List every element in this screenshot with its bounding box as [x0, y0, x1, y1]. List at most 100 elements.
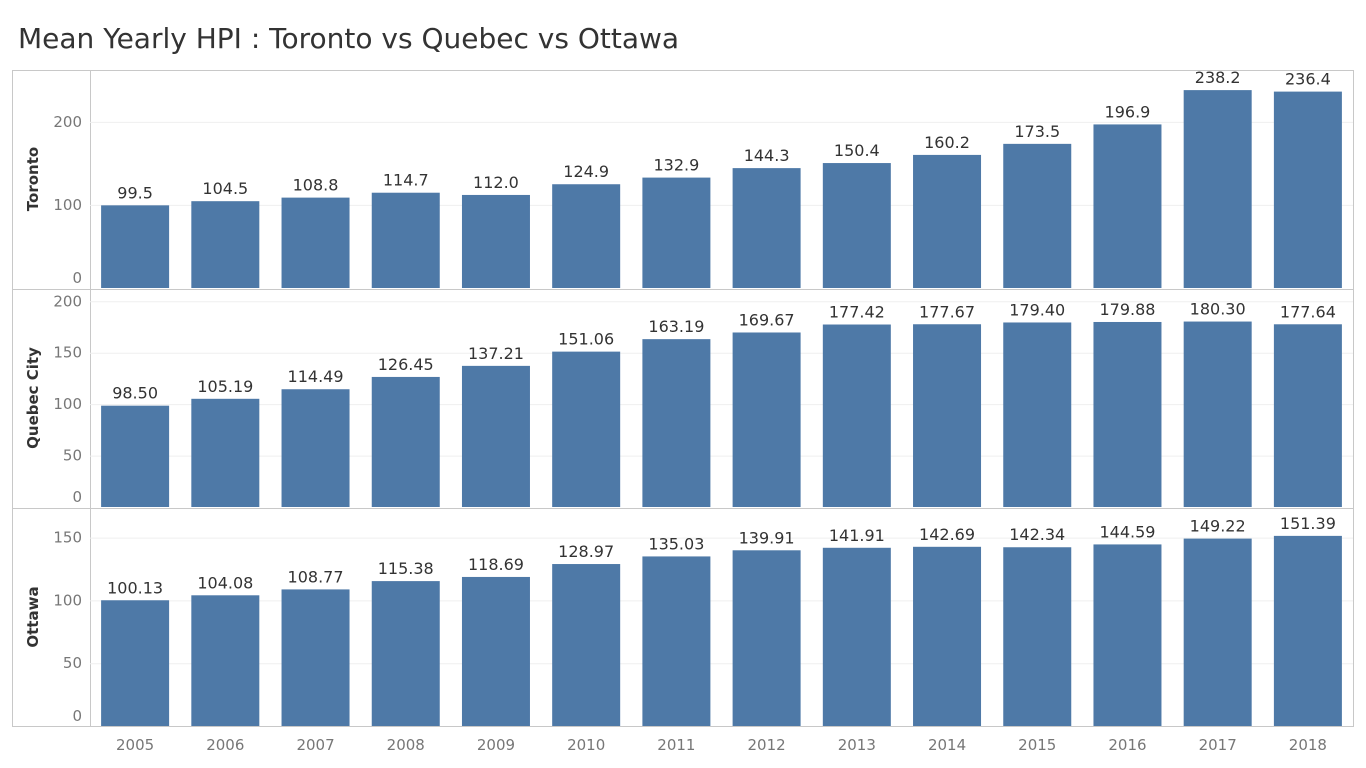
y-tick-label: 50	[63, 447, 82, 465]
x-tick-label: 2006	[206, 736, 244, 754]
bar-quebec-city-2015	[1003, 322, 1072, 507]
data-label: 173.5	[1014, 122, 1060, 141]
bar-quebec-city-2018	[1273, 324, 1342, 507]
bar-quebec-city-2014	[913, 324, 982, 507]
bar-ottawa-2006	[191, 595, 260, 726]
bar-toronto-2018	[1273, 91, 1342, 288]
data-label: 149.22	[1190, 517, 1246, 536]
x-tick-label: 2005	[116, 736, 154, 754]
x-tick-label: 2016	[1108, 736, 1146, 754]
data-label: 177.67	[919, 302, 975, 321]
x-tick-label: 2015	[1018, 736, 1056, 754]
data-label: 114.49	[288, 367, 344, 386]
data-label: 142.69	[919, 525, 975, 544]
bar-ottawa-2007	[281, 589, 350, 726]
chart-title: Mean Yearly HPI : Toronto vs Quebec vs O…	[18, 22, 680, 55]
data-label: 196.9	[1105, 102, 1151, 121]
y-tick-label: 0	[72, 707, 82, 725]
y-tick-label: 0	[72, 269, 82, 287]
y-tick-label: 200	[53, 113, 82, 131]
data-label: 108.8	[293, 176, 339, 195]
bar-ottawa-2011	[642, 556, 711, 726]
data-label: 151.06	[558, 330, 614, 349]
bar-ottawa-2010	[552, 564, 621, 726]
data-label: 141.91	[829, 526, 885, 545]
y-tick-label: 100	[53, 196, 82, 214]
data-label: 142.34	[1009, 525, 1065, 544]
data-label: 160.2	[924, 133, 970, 152]
bar-quebec-city-2010	[552, 351, 621, 507]
chart-frame	[12, 70, 1354, 727]
bar-toronto-2006	[191, 201, 260, 288]
data-label: 99.5	[117, 183, 153, 202]
x-tick-label: 2013	[838, 736, 876, 754]
x-tick-label: 2017	[1199, 736, 1237, 754]
bar-toronto-2012	[732, 168, 801, 288]
bar-quebec-city-2005	[101, 405, 170, 507]
row-label-ottawa: Ottawa	[24, 586, 42, 647]
bar-ottawa-2018	[1273, 535, 1342, 726]
data-label: 144.3	[744, 146, 790, 165]
bar-quebec-city-2009	[461, 365, 530, 507]
x-tick-label: 2018	[1289, 736, 1327, 754]
data-label: 180.30	[1190, 300, 1246, 319]
data-label: 179.40	[1009, 300, 1065, 319]
bar-toronto-2011	[642, 177, 711, 288]
data-label: 132.9	[653, 156, 699, 175]
data-label: 137.21	[468, 344, 524, 363]
bar-toronto-2016	[1093, 124, 1162, 288]
bar-toronto-2013	[822, 163, 891, 288]
data-label: 169.67	[739, 310, 795, 329]
y-tick-label: 150	[53, 344, 82, 362]
bar-ottawa-2009	[461, 576, 530, 726]
x-tick-label: 2008	[387, 736, 425, 754]
row-label-quebec-city: Quebec City	[24, 347, 42, 449]
data-label: 135.03	[648, 534, 704, 553]
bar-quebec-city-2017	[1183, 321, 1252, 507]
data-label: 108.77	[288, 567, 344, 586]
data-label: 114.7	[383, 171, 429, 190]
bar-toronto-2007	[281, 197, 350, 288]
bar-ottawa-2017	[1183, 538, 1252, 726]
y-tick-label: 200	[53, 292, 82, 310]
bar-toronto-2005	[101, 205, 170, 288]
bar-quebec-city-2013	[822, 324, 891, 507]
data-label: 104.5	[202, 179, 248, 198]
y-tick-label: 150	[53, 529, 82, 547]
data-label: 126.45	[378, 355, 434, 374]
data-label: 236.4	[1285, 70, 1331, 89]
data-label: 238.2	[1195, 68, 1241, 87]
y-tick-label: 0	[72, 488, 82, 506]
data-label: 163.19	[648, 317, 704, 336]
bar-toronto-2008	[371, 192, 440, 288]
data-label: 112.0	[473, 173, 519, 192]
data-label: 150.4	[834, 141, 880, 160]
x-tick-label: 2011	[657, 736, 695, 754]
bar-toronto-2017	[1183, 90, 1252, 288]
row-label-toronto: Toronto	[24, 147, 42, 211]
bar-ottawa-2013	[822, 547, 891, 726]
data-label: 104.08	[197, 573, 253, 592]
data-label: 139.91	[739, 528, 795, 547]
bar-toronto-2014	[913, 154, 982, 288]
bar-ottawa-2014	[913, 546, 982, 726]
bar-quebec-city-2012	[732, 332, 801, 507]
x-tick-label: 2014	[928, 736, 966, 754]
data-label: 118.69	[468, 555, 524, 574]
bar-toronto-2015	[1003, 143, 1072, 288]
bar-ottawa-2012	[732, 550, 801, 726]
x-tick-label: 2007	[296, 736, 334, 754]
y-tick-label: 100	[53, 395, 82, 413]
bar-ottawa-2008	[371, 581, 440, 726]
data-label: 105.19	[197, 377, 253, 396]
bar-quebec-city-2007	[281, 389, 350, 507]
data-label: 115.38	[378, 559, 434, 578]
y-tick-label: 100	[53, 591, 82, 609]
bar-ottawa-2005	[101, 600, 170, 726]
data-label: 179.88	[1099, 300, 1155, 319]
bar-toronto-2010	[552, 184, 621, 288]
data-label: 151.39	[1280, 514, 1336, 533]
bar-quebec-city-2016	[1093, 321, 1162, 507]
data-label: 124.9	[563, 162, 609, 181]
bar-toronto-2009	[461, 194, 530, 288]
